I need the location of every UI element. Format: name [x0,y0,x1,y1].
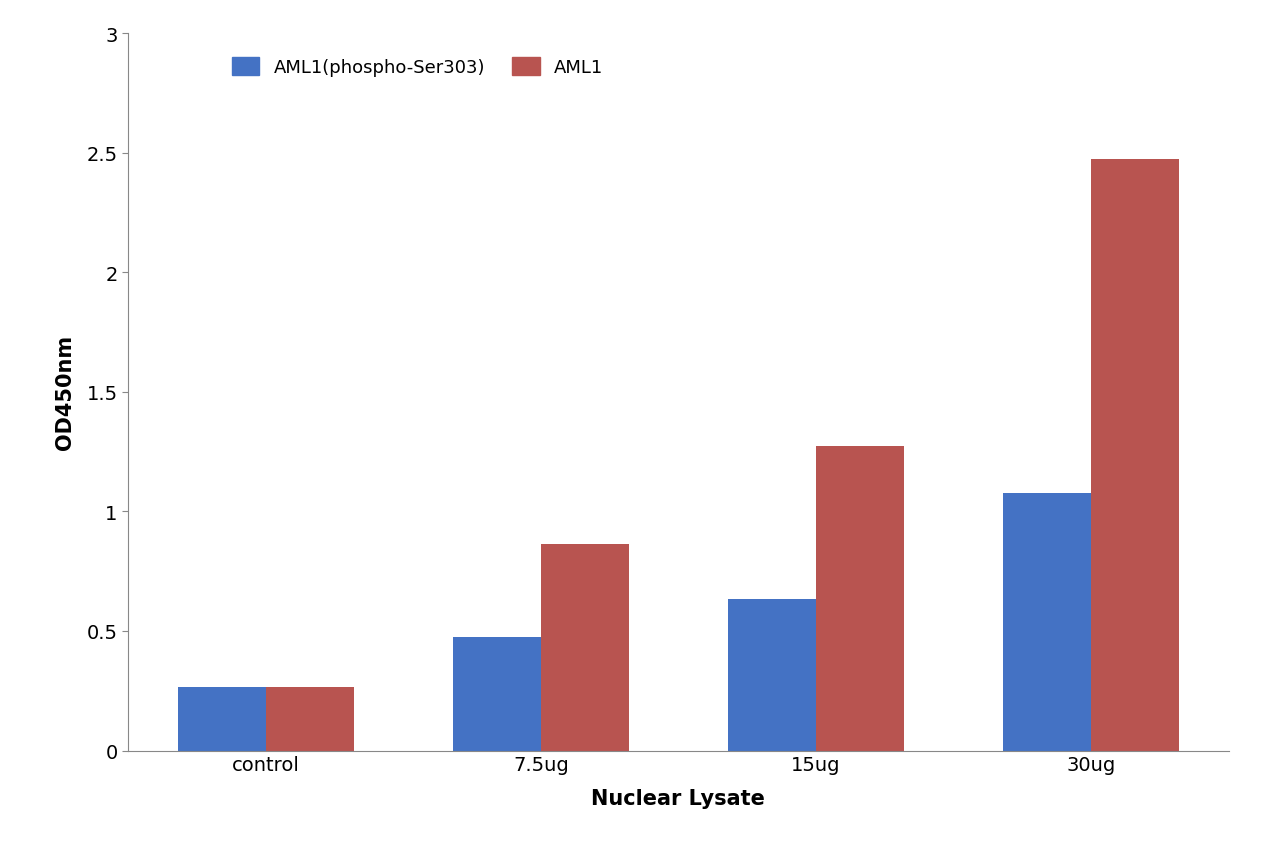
Bar [178,688,266,751]
Bar [541,544,628,751]
Bar [1002,494,1091,751]
Legend: AML1(phospho-Ser303), AML1: AML1(phospho-Ser303), AML1 [225,50,611,84]
X-axis label: Nuclear Lysate: Nuclear Lysate [591,788,765,809]
Bar [1091,160,1179,751]
Bar [728,599,815,751]
Y-axis label: OD450nm: OD450nm [55,335,76,450]
Bar [266,688,355,751]
Bar [453,637,541,751]
Bar [815,446,904,751]
